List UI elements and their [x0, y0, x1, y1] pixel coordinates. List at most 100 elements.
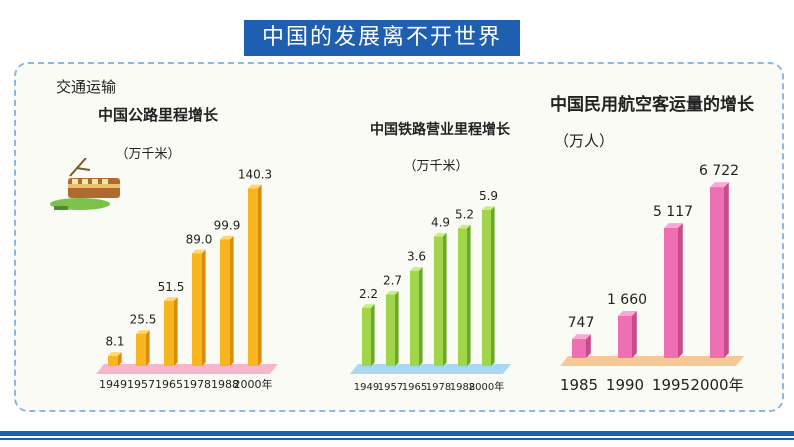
footer-rule-thin [0, 438, 794, 440]
bar-front [386, 294, 395, 366]
bar-side [258, 184, 262, 366]
category-label: 1985 [560, 376, 598, 394]
bar-front [572, 339, 586, 358]
category-label: 2000年 [690, 376, 743, 394]
bar-top [362, 304, 375, 308]
bar-front [710, 187, 724, 358]
value-label: 89.0 [186, 232, 213, 246]
category-label: 1965 [402, 382, 427, 393]
bar-top [410, 267, 423, 271]
chart-base-platform [350, 364, 511, 374]
category-label: 1978 [426, 382, 451, 393]
bar-side [371, 304, 375, 366]
chart-unit: （万人） [554, 132, 614, 150]
bar-1990 [618, 310, 637, 358]
bar-front [664, 227, 678, 358]
bar-top [220, 235, 234, 240]
bar-side [586, 334, 591, 358]
category-label: 1978 [183, 378, 211, 391]
bar-1988 [458, 224, 471, 366]
bar-front [248, 188, 258, 366]
value-label: 1 660 [607, 292, 647, 308]
value-label: 4.9 [431, 215, 450, 229]
bar-side [118, 352, 122, 366]
bar-front [482, 209, 491, 366]
value-label: 99.9 [214, 218, 241, 232]
chart-title: 中国铁路营业里程增长 [370, 121, 511, 138]
value-label: 8.1 [105, 335, 124, 349]
bar-side [419, 267, 423, 366]
category-label: 2000年 [469, 380, 504, 393]
chart-title: 中国公路里程增长 [98, 106, 219, 124]
bar-1949 [362, 304, 375, 366]
category-label: 1990 [606, 376, 644, 394]
bar-top [572, 334, 591, 340]
value-label: 25.5 [130, 313, 157, 327]
bar-front [164, 300, 174, 366]
bar-side [467, 224, 471, 366]
category-label: 2000年 [234, 377, 273, 391]
chart-unit: （万千米） [403, 159, 468, 174]
bar-side [395, 290, 399, 366]
bar-front [136, 333, 146, 366]
bar-2000年 [710, 182, 729, 358]
bar-side [174, 297, 178, 366]
value-label: 2.7 [383, 274, 402, 288]
bar-top [386, 290, 399, 295]
category-label: 1957 [127, 378, 155, 391]
section-label: 交通运输 [56, 78, 117, 96]
value-label: 6 722 [699, 163, 739, 179]
bar-top [664, 223, 683, 228]
bar-top [710, 182, 729, 188]
bar-1985 [572, 334, 591, 358]
bar-front [362, 307, 371, 366]
bar-front [410, 270, 419, 366]
category-label: 1988 [450, 382, 475, 393]
bar-1965 [164, 297, 178, 366]
train-icon [50, 158, 120, 210]
category-label: 1949 [99, 378, 127, 391]
bar-front [220, 239, 230, 366]
value-label: 3.6 [407, 250, 426, 264]
value-label: 5 117 [653, 204, 693, 220]
bar-top [108, 352, 122, 356]
bar-top [482, 206, 495, 210]
category-label: 1995 [652, 376, 690, 394]
bar-1978 [434, 232, 447, 366]
bar-side [491, 206, 495, 366]
chart-base-platform [560, 356, 744, 366]
bar-top [458, 224, 471, 229]
value-label: 747 [568, 315, 595, 331]
bar-1949 [108, 352, 122, 366]
bar-1957 [386, 290, 399, 366]
category-label: 1965 [155, 378, 183, 391]
bar-1957 [136, 330, 150, 366]
chart-rail-mileage: 中国铁路营业里程增长 （万千米） 2.2 1949 2.7 1957 3.6 1965 4.9 1… [350, 121, 511, 393]
bar-front [434, 236, 443, 366]
footer-rule [0, 431, 794, 436]
banner-title: 中国的发展离不开世界 [244, 20, 520, 56]
bar-side [202, 249, 206, 366]
value-label: 5.9 [479, 189, 498, 203]
bar-side [724, 182, 729, 358]
bar-top [434, 232, 447, 237]
chart-base-platform [96, 364, 278, 374]
bar-front [108, 355, 118, 366]
bar-2000年 [482, 206, 495, 366]
chart-unit: （万千米） [115, 147, 180, 162]
bar-side [146, 330, 150, 366]
category-label: 1949 [354, 382, 379, 393]
bar-top [618, 310, 637, 316]
category-label: 1988 [211, 378, 239, 391]
bar-top [164, 297, 178, 301]
bar-top [136, 330, 150, 334]
bar-side [443, 232, 447, 366]
bar-1965 [410, 267, 423, 366]
bar-1978 [192, 249, 206, 366]
value-label: 51.5 [158, 280, 185, 294]
value-label: 5.2 [455, 207, 474, 221]
chart-title: 中国民用航空客运量的增长 [550, 94, 755, 115]
bar-2000年 [248, 184, 262, 366]
category-label: 1957 [378, 382, 403, 393]
bar-side [632, 310, 637, 358]
